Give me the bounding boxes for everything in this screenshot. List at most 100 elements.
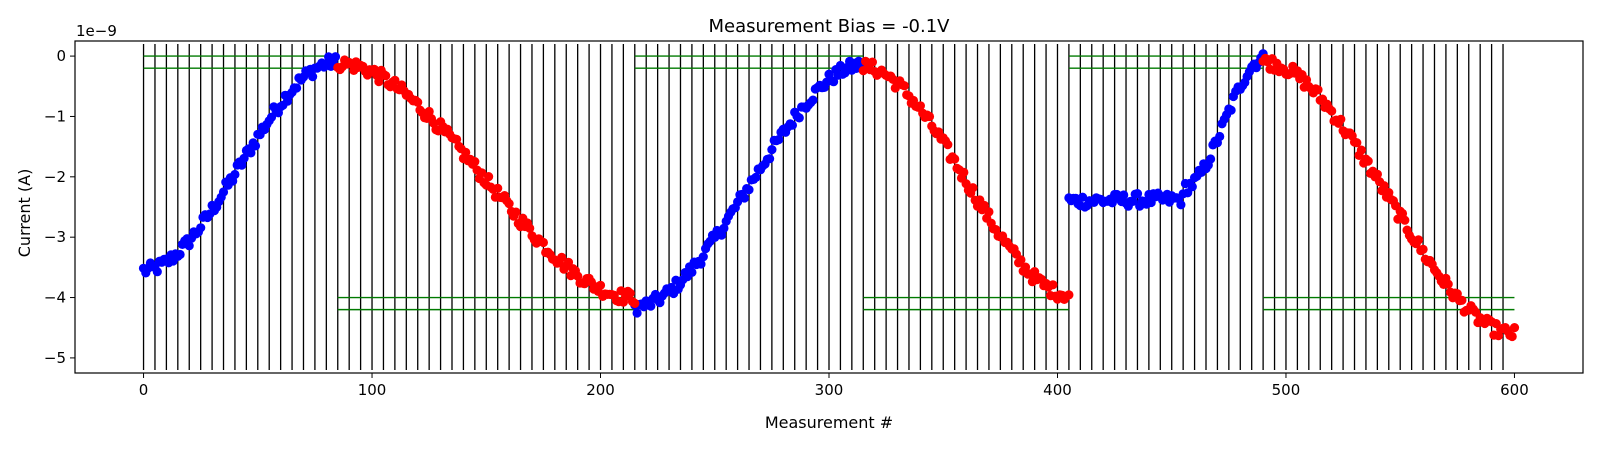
data-point (1107, 198, 1117, 208)
y-tick-label: −3 (44, 228, 66, 246)
x-tick-label: 200 (586, 381, 615, 399)
data-point (511, 207, 521, 217)
data-point (765, 154, 775, 164)
data-point (563, 257, 574, 267)
data-point (330, 52, 341, 62)
data-point (1443, 279, 1453, 289)
data-point (744, 185, 754, 195)
data-point (1132, 189, 1143, 199)
data-point (835, 60, 846, 71)
data-point (1356, 145, 1366, 155)
data-point (767, 145, 777, 155)
data-point (630, 298, 640, 308)
data-point (152, 267, 162, 277)
data-point (292, 83, 302, 93)
data-point (979, 200, 990, 211)
data-point (595, 280, 606, 290)
data-point (1327, 106, 1337, 116)
data-point (1372, 169, 1382, 179)
data-point (959, 167, 969, 177)
data-point (719, 223, 729, 233)
data-point (381, 71, 391, 81)
data-point (1016, 255, 1026, 265)
data-point (239, 153, 249, 163)
data-point (1457, 295, 1467, 305)
data-point (175, 249, 185, 260)
x-axis-label: Measurement # (765, 413, 893, 432)
data-point (808, 95, 818, 105)
data-point (1352, 138, 1362, 148)
data-point (950, 154, 960, 164)
data-point (632, 308, 642, 318)
data-point (774, 135, 784, 145)
x-tick-label: 0 (139, 381, 149, 399)
data-point (858, 66, 868, 76)
data-point (477, 168, 487, 178)
data-point (1215, 131, 1225, 142)
data-point (1507, 331, 1517, 342)
y-tick-label: −2 (44, 168, 66, 186)
data-point (1509, 323, 1520, 333)
data-point (484, 172, 494, 182)
data-point (1064, 290, 1074, 300)
data-point (1128, 196, 1138, 206)
data-point (625, 288, 635, 298)
data-point (230, 169, 240, 180)
data-point (943, 140, 953, 150)
data-point (924, 111, 935, 122)
data-point (733, 197, 743, 207)
x-tick-label: 600 (1500, 381, 1529, 399)
data-point (1313, 85, 1323, 95)
data-point (899, 81, 910, 91)
data-point (739, 193, 750, 203)
data-point (493, 183, 503, 193)
data-point (698, 252, 708, 262)
data-point (867, 57, 878, 67)
x-tick-label: 300 (815, 381, 844, 399)
data-point (1363, 156, 1373, 166)
data-point (470, 157, 480, 167)
data-point (1384, 188, 1394, 198)
data-point (390, 75, 400, 85)
data-point (1226, 105, 1236, 115)
x-tick-label: 400 (1043, 381, 1072, 399)
data-point (1119, 190, 1129, 200)
x-tick-label: 100 (358, 381, 387, 399)
data-point (646, 301, 656, 311)
data-point (504, 199, 514, 209)
data-point (1379, 181, 1389, 191)
data-point (1452, 289, 1462, 299)
plot-area (138, 44, 1520, 370)
data-point (1206, 154, 1216, 164)
data-point (266, 112, 277, 122)
data-point (184, 241, 194, 251)
data-point (246, 148, 256, 158)
data-point (557, 252, 567, 262)
data-point (525, 223, 535, 233)
data-point (1048, 280, 1058, 290)
data-point (696, 259, 706, 269)
data-point (968, 183, 978, 193)
data-point (1418, 244, 1428, 254)
chart-title: Measurement Bias = -0.1V (708, 16, 950, 37)
data-point (1187, 182, 1197, 192)
data-point (461, 147, 471, 157)
data-point (218, 187, 229, 197)
data-point (1413, 235, 1424, 245)
y-tick-label: −1 (44, 107, 66, 125)
data-point (452, 134, 462, 144)
y-tick-label: −5 (44, 349, 66, 367)
axis-ticks: 0 100 200 300 400 500 600 0 −1 −2 −3 −4 −5 (44, 47, 1529, 399)
data-point (915, 101, 926, 111)
y-tick-label: −4 (44, 289, 66, 307)
y-tick-label: 0 (56, 47, 66, 65)
data-point (984, 207, 994, 217)
data-point (196, 223, 206, 233)
data-point (829, 77, 839, 87)
y-axis-label: Current (A) (15, 169, 34, 258)
data-point (374, 77, 384, 87)
data-point (1078, 192, 1088, 202)
data-point (687, 267, 697, 277)
data-point (413, 97, 423, 107)
data-point (1176, 200, 1186, 210)
